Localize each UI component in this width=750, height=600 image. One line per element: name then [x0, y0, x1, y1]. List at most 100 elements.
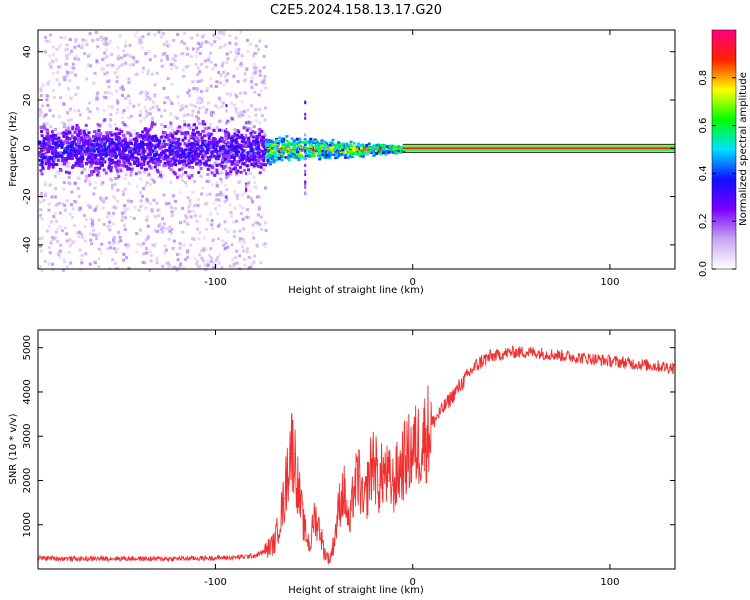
- heatmap-cell: [268, 146, 272, 149]
- heatmap-cell: [142, 252, 146, 256]
- heatmap-cell: [55, 78, 59, 82]
- heatmap-cell: [155, 71, 159, 75]
- heatmap-cell: [40, 268, 44, 272]
- heatmap-cell: [124, 44, 127, 48]
- heatmap-cell: [58, 225, 62, 229]
- heatmap-cell: [76, 206, 80, 210]
- heatmap-cell: [321, 153, 325, 156]
- heatmap-cell: [141, 134, 145, 138]
- heatmap-cell: [278, 148, 282, 151]
- heatmap-cell: [212, 138, 216, 142]
- heatmap-cell: [275, 138, 279, 142]
- heatmap-cell: [139, 243, 143, 247]
- heatmap-cell: [297, 158, 301, 162]
- heatmap-cell: [146, 236, 150, 240]
- heatmap-cell: [258, 223, 262, 227]
- heatmap-cell: [352, 145, 356, 148]
- heatmap-cell: [245, 172, 248, 176]
- heatmap-cell: [167, 134, 171, 138]
- heatmap-cell: [344, 151, 347, 155]
- heatmap-cell: [396, 149, 400, 153]
- heatmap-cell: [191, 86, 195, 90]
- heatmap-cell: [107, 158, 111, 162]
- heatmap-cell: [267, 149, 271, 152]
- heatmap-cell: [73, 73, 77, 77]
- heatmap-cell: [170, 214, 174, 218]
- heatmap-cell: [87, 131, 91, 135]
- heatmap-cell: [262, 168, 266, 172]
- heatmap-cell: [62, 151, 65, 155]
- heatmap-cell: [94, 153, 98, 157]
- heatmap-cell: [46, 141, 50, 145]
- heatmap-cell: [77, 130, 81, 134]
- heatmap-cell: [69, 148, 73, 152]
- heatmap-cell: [120, 153, 124, 157]
- heatmap-cell: [239, 114, 243, 118]
- heatmap-cell: [304, 169, 307, 173]
- heatmap-cell: [98, 153, 102, 157]
- heatmap-cell: [316, 148, 320, 152]
- heatmap-cell: [52, 95, 56, 99]
- heatmap-cell: [96, 38, 100, 41]
- heatmap-cell: [62, 102, 66, 106]
- heatmap-cell: [195, 157, 199, 161]
- colorbar-ticks: 0.00.20.40.60.8: [698, 70, 736, 277]
- heatmap-cell: [304, 157, 307, 161]
- heatmap-cell: [221, 239, 224, 243]
- heatmap-cell: [81, 155, 85, 159]
- heatmap-cell: [177, 137, 181, 141]
- heatmap-cell: [204, 59, 207, 63]
- heatmap-cell: [130, 200, 133, 203]
- heatmap-cell: [171, 57, 175, 61]
- heatmap-cell: [291, 156, 295, 159]
- heatmap-cell: [186, 255, 189, 259]
- heatmap-cell: [106, 145, 110, 149]
- heatmap-cell: [116, 108, 120, 112]
- heatmap-cell: [245, 126, 248, 130]
- heatmap-cell: [136, 242, 140, 246]
- heatmap-cell: [164, 248, 168, 252]
- heatmap-cell: [364, 152, 368, 156]
- heatmap-cell: [259, 89, 263, 93]
- heatmap-cell: [183, 113, 187, 117]
- heatmap-cell: [355, 153, 359, 156]
- snr-point: [297, 488, 299, 490]
- heatmap-cell: [287, 153, 291, 157]
- heatmap-cell: [196, 47, 200, 51]
- snr-point: [339, 502, 341, 504]
- heatmap-cell: [382, 151, 385, 155]
- heatmap-cell: [359, 144, 363, 148]
- heatmap-cell: [154, 230, 158, 233]
- heatmap-cell: [293, 139, 297, 142]
- y-tick-label: -20: [22, 188, 33, 204]
- heatmap-cell: [97, 174, 101, 178]
- heatmap-cell: [262, 242, 265, 246]
- heatmap-cell: [179, 190, 183, 194]
- heatmap-cell: [219, 146, 222, 150]
- heatmap-cell: [234, 151, 238, 155]
- heatmap-cell: [321, 150, 325, 153]
- heatmap-cell: [182, 162, 186, 166]
- heatmap-cell: [374, 149, 378, 153]
- heatmap-cell: [317, 154, 321, 157]
- heatmap-cell: [198, 79, 202, 83]
- heatmap-cell: [176, 95, 180, 99]
- heatmap-cell: [39, 89, 43, 92]
- heatmap-cell: [54, 128, 57, 131]
- heatmap-cell: [54, 151, 58, 155]
- heatmap-cell: [107, 137, 111, 141]
- heatmap-cell: [154, 215, 158, 219]
- heatmap-cell: [178, 168, 182, 172]
- heatmap-cell: [225, 52, 229, 56]
- heatmap-cell: [179, 104, 183, 108]
- heatmap-cell: [206, 140, 210, 144]
- heatmap-cell: [304, 182, 307, 186]
- heatmap-cell: [91, 39, 95, 43]
- heatmap-cell: [118, 152, 122, 156]
- heatmap-cell: [87, 136, 91, 140]
- heatmap-cell: [170, 102, 174, 105]
- heatmap-cell: [94, 31, 98, 34]
- heatmap-cell: [388, 150, 392, 154]
- heatmap-cell: [95, 237, 99, 241]
- heatmap-cell: [50, 162, 54, 166]
